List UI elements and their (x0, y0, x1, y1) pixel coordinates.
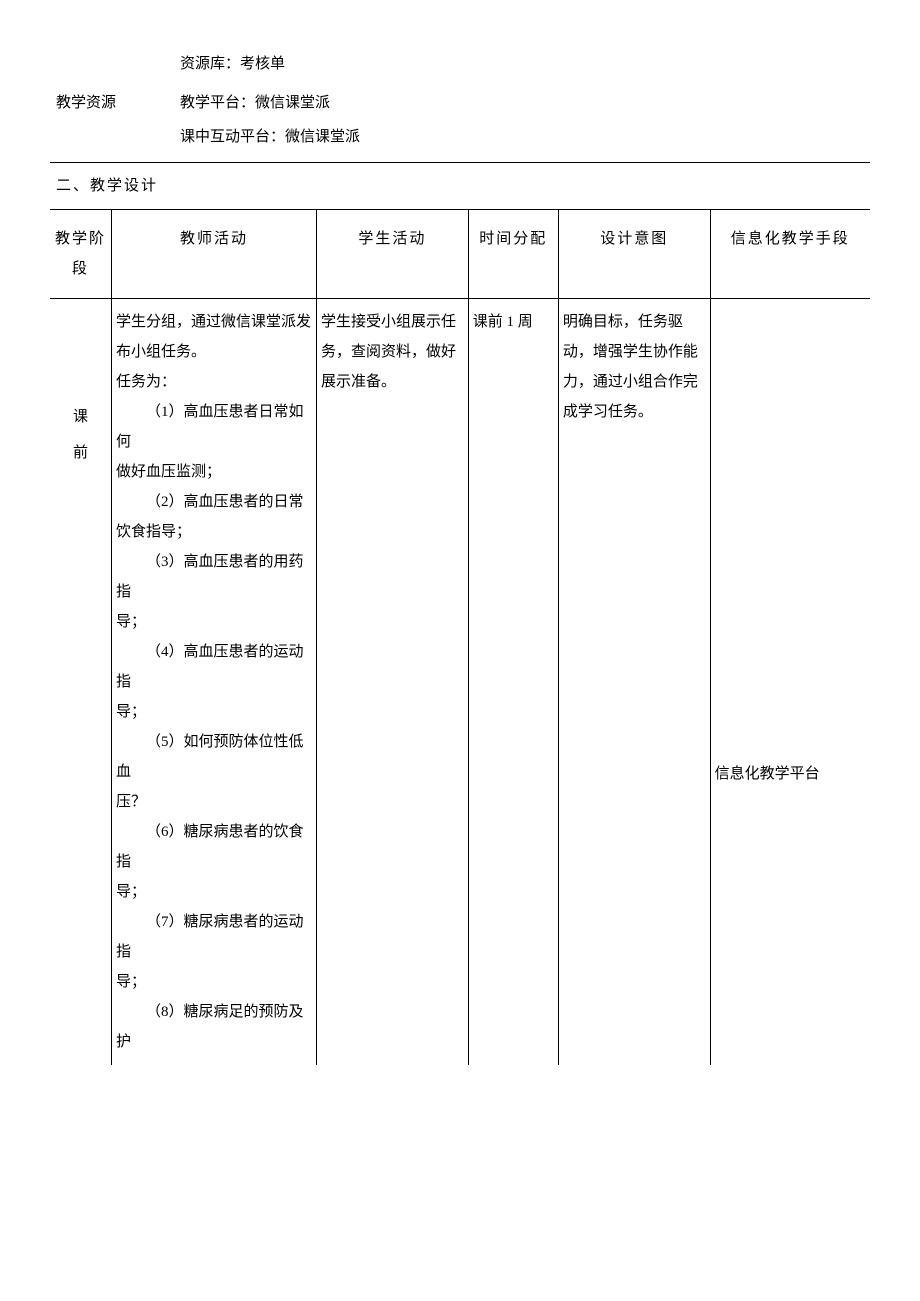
header-it: 信息化教学手段 (710, 209, 870, 298)
header-intent: 设计意图 (558, 209, 710, 298)
header-student: 学生活动 (317, 209, 469, 298)
task-2: （2）高血压患者的日常饮食指导； (116, 487, 312, 547)
resource-item-0: 资源库：考核单 (180, 50, 870, 79)
resource-block: 资源库：考核单 (50, 50, 870, 85)
resource-label: 教学资源 (50, 89, 180, 158)
content-row-1: 课 前 学生分组，通过微信课堂派发布小组任务。 任务为： （1）高血压患者日常如… (50, 298, 870, 1065)
it-method-text: 信息化教学平台 (715, 759, 866, 789)
task-10: 导； (116, 877, 312, 907)
task-4: 导； (116, 607, 312, 637)
resource-item-1: 教学平台：微信课堂派 (180, 89, 870, 118)
section-title: 二、教学设计 (50, 162, 870, 209)
task-0: （1）高血压患者日常如何 (116, 397, 312, 457)
task-8: 压？ (116, 787, 312, 817)
time-allocation-text: 课前 1 周 (473, 307, 554, 337)
column-header-row: 教学阶段 教师活动 学生活动 时间分配 设计意图 信息化教学手段 (50, 209, 870, 298)
phase-char-1: 前 (54, 435, 107, 471)
task-3: （3）高血压患者的用药指 (116, 547, 312, 607)
header-time: 时间分配 (468, 209, 558, 298)
phase-cell: 课 前 (50, 298, 112, 1065)
teacher-intro-2: 任务为： (116, 367, 312, 397)
resource-block-2: 教学资源 教学平台：微信课堂派 课中互动平台：微信课堂派 (50, 89, 870, 158)
header-teacher: 教师活动 (112, 209, 317, 298)
time-allocation-cell: 课前 1 周 (468, 298, 558, 1065)
teacher-activity-cell: 学生分组，通过微信课堂派发布小组任务。 任务为： （1）高血压患者日常如何 做好… (112, 298, 317, 1065)
task-7: （5）如何预防体位性低血 (116, 727, 312, 787)
header-phase: 教学阶段 (50, 209, 112, 298)
task-13: （8）糖尿病足的预防及护 (116, 997, 312, 1057)
section-header-row: 二、教学设计 (50, 162, 870, 209)
task-12: 导； (116, 967, 312, 997)
task-6: 导； (116, 697, 312, 727)
student-activity-text: 学生接受小组展示任务，查阅资料，做好展示准备。 (321, 307, 464, 397)
lesson-design-table: 二、教学设计 教学阶段 教师活动 学生活动 时间分配 设计意图 信息化教学手段 … (50, 162, 870, 1065)
task-11: （7）糖尿病患者的运动指 (116, 907, 312, 967)
resource-content-mid: 教学平台：微信课堂派 课中互动平台：微信课堂派 (180, 89, 870, 158)
design-intent-text: 明确目标，任务驱动，增强学生协作能力，通过小组合作完成学习任务。 (563, 307, 706, 427)
resource-content-top: 资源库：考核单 (180, 50, 870, 85)
it-method-cell: 信息化教学平台 (710, 298, 870, 1065)
resource-item-2: 课中互动平台：微信课堂派 (180, 123, 870, 152)
student-activity-cell: 学生接受小组展示任务，查阅资料，做好展示准备。 (317, 298, 469, 1065)
design-intent-cell: 明确目标，任务驱动，增强学生协作能力，通过小组合作完成学习任务。 (558, 298, 710, 1065)
teacher-intro-1: 学生分组，通过微信课堂派发布小组任务。 (116, 307, 312, 367)
task-5: （4）高血压患者的运动指 (116, 637, 312, 697)
task-9: （6）糖尿病患者的饮食指 (116, 817, 312, 877)
task-1: 做好血压监测； (116, 457, 312, 487)
resource-label-spacer (50, 50, 180, 85)
phase-char-0: 课 (54, 399, 107, 435)
